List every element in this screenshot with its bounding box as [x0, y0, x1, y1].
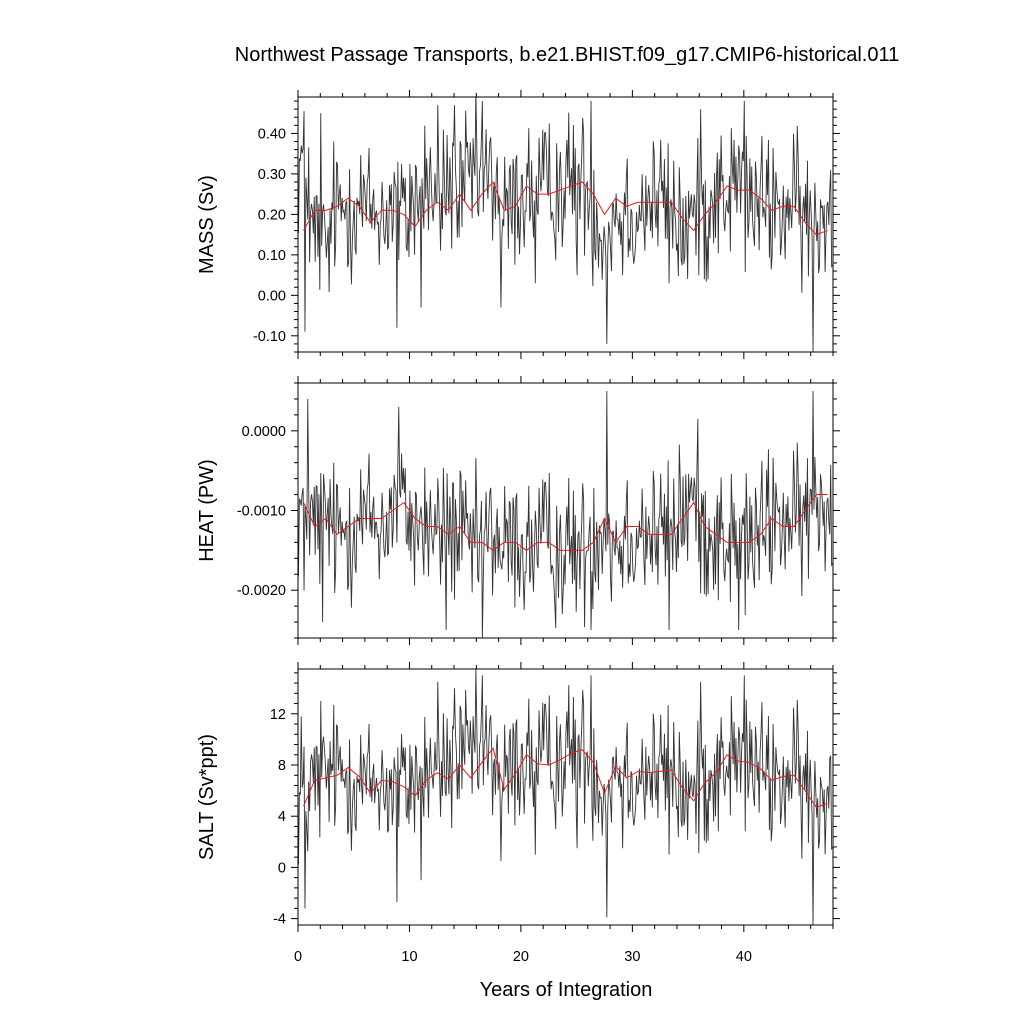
mass-monthly-line: [298, 97, 833, 352]
mass-y-tick-label: -0.10: [253, 329, 286, 345]
salt-x-tick-label: 0: [294, 949, 302, 965]
salt-x-tick-label: 30: [624, 949, 640, 965]
heat-panel: -0.0020 -0.0010 0.0000 HEAT (PW): [196, 376, 840, 645]
mass-y-tick-label: 0.20: [258, 207, 286, 223]
mass-y-tick-label: 0.00: [258, 288, 286, 304]
chart-title: Northwest Passage Transports, b.e21.BHIS…: [234, 44, 900, 66]
mass-panel: -0.10 0.00 0.10 0.20 0.30 0.40 MASS (Sv): [196, 90, 840, 359]
mass-y-axis-label: MASS (Sv): [196, 175, 218, 274]
mass-y-tick-label: 0.30: [258, 167, 286, 183]
heat-y-tick-label: 0.0000: [242, 424, 286, 440]
salt-monthly-line: [298, 669, 833, 925]
salt-x-tick-label: 40: [736, 949, 752, 965]
heat-y-tick-label: -0.0020: [237, 583, 286, 599]
heat-annual-mean-line: [303, 494, 828, 551]
heat-monthly-line: [298, 390, 833, 638]
heat-y-tick-label: -0.0010: [237, 504, 286, 520]
salt-y-tick-label: -4: [273, 912, 286, 928]
mass-annual-mean-line: [303, 181, 828, 236]
salt-y-tick-label: 12: [270, 707, 286, 723]
salt-y-tick-label: 0: [278, 860, 286, 876]
salt-y-axis-label: SALT (Sv*ppt): [196, 734, 218, 860]
salt-panel: -4 0 4 8 12 0 10 20 30 40 SALT (Sv*ppt): [196, 662, 840, 965]
salt-y-tick-label: 4: [278, 809, 286, 825]
mass-y-tick-label: 0.40: [258, 126, 286, 142]
x-axis-label: Years of Integration: [480, 979, 653, 1001]
salt-x-tick-label: 20: [513, 949, 529, 965]
heat-frame: [297, 382, 834, 639]
heat-y-axis-label: HEAT (PW): [196, 459, 218, 562]
salt-y-tick-label: 8: [278, 758, 286, 774]
salt-x-tick-label: 10: [401, 949, 417, 965]
mass-y-tick-label: 0.10: [258, 248, 286, 264]
salt-annual-mean-line: [303, 747, 828, 808]
